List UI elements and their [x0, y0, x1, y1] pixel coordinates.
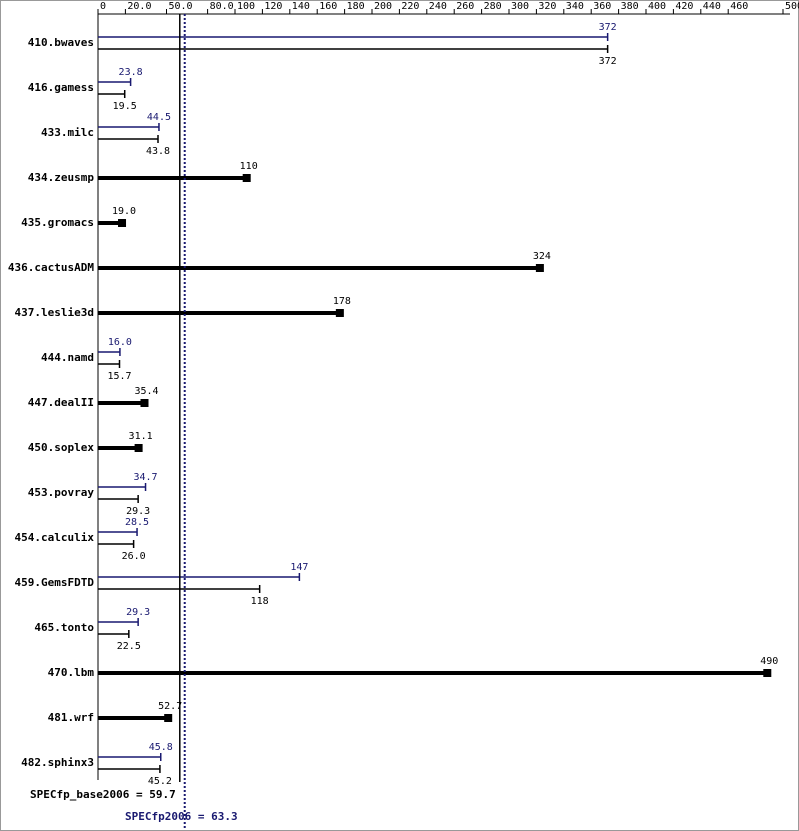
value-label: 372 [599, 22, 617, 33]
x-tick-label: 20.0 [127, 1, 151, 12]
x-tick-label: 0 [100, 1, 106, 12]
value-label: 22.5 [117, 641, 141, 652]
benchmark-name: 454.calculix [15, 531, 95, 544]
x-tick-label: 400 [648, 1, 666, 12]
value-label: 29.3 [126, 506, 150, 517]
value-label: 45.8 [149, 742, 173, 753]
x-tick-label: 50.0 [169, 1, 193, 12]
bar [98, 174, 251, 182]
bar [98, 444, 143, 452]
x-tick-label: 240 [429, 1, 447, 12]
benchmark-name: 410.bwaves [28, 36, 94, 49]
value-label: 31.1 [129, 431, 153, 442]
value-label: 23.8 [119, 67, 143, 78]
x-tick-label: 160 [319, 1, 337, 12]
value-label: 372 [599, 56, 617, 67]
benchmark-name: 435.gromacs [21, 216, 94, 229]
value-label: 35.4 [134, 386, 158, 397]
benchmark-name: 470.lbm [48, 666, 95, 679]
benchmark-name: 465.tonto [34, 621, 94, 634]
bar [98, 348, 121, 356]
benchmark-name: 450.soplex [28, 441, 95, 454]
x-tick-label: 320 [538, 1, 556, 12]
reference-label: SPECfp2006 = 63.3 [125, 810, 238, 823]
benchmark-name: 459.GemsFDTD [15, 576, 95, 589]
value-label: 26.0 [122, 551, 146, 562]
bar [98, 135, 159, 143]
x-tick-label: 280 [484, 1, 502, 12]
x-tick-label: 440 [703, 1, 721, 12]
value-label: 34.7 [133, 472, 157, 483]
benchmark-name: 416.gamess [28, 81, 94, 94]
value-label: 15.7 [107, 371, 131, 382]
value-label: 118 [251, 596, 269, 607]
value-label: 324 [533, 251, 551, 262]
x-tick-label: 80.0 [210, 1, 234, 12]
x-tick-label: 500 [785, 1, 799, 12]
benchmark-name: 436.cactusADM [8, 261, 94, 274]
benchmark-name: 434.zeusmp [28, 171, 95, 184]
x-tick-label: 420 [675, 1, 693, 12]
value-label: 178 [333, 296, 351, 307]
bar [98, 714, 173, 722]
bar [98, 585, 261, 593]
value-label: 490 [760, 656, 778, 667]
value-label: 44.5 [147, 112, 171, 123]
bar [98, 573, 301, 581]
bar [98, 753, 162, 761]
value-label: 19.5 [113, 101, 137, 112]
x-tick-label: 380 [621, 1, 639, 12]
bar [98, 528, 138, 536]
x-tick-label: 340 [566, 1, 584, 12]
value-label: 110 [240, 161, 258, 172]
x-tick-label: 200 [374, 1, 392, 12]
bar [98, 78, 132, 86]
value-label: 16.0 [108, 337, 132, 348]
bar [98, 90, 126, 98]
bar [98, 399, 149, 407]
x-tick-label: 220 [401, 1, 419, 12]
bar [98, 45, 609, 53]
bar [98, 264, 544, 272]
value-label: 29.3 [126, 607, 150, 618]
reference-label: SPECfp_base2006 = 59.7 [30, 788, 176, 801]
value-label: 28.5 [125, 517, 149, 528]
benchmark-name: 433.milc [41, 126, 94, 139]
benchmark-name: 437.leslie3d [15, 306, 94, 319]
x-tick-label: 120 [264, 1, 282, 12]
x-tick-label: 460 [730, 1, 748, 12]
bar [98, 33, 609, 41]
bar [98, 765, 161, 773]
bar [98, 309, 344, 317]
x-tick-label: 100 [237, 1, 255, 12]
bar [98, 483, 147, 491]
value-label: 147 [290, 562, 308, 573]
benchmark-name: 453.povray [28, 486, 95, 499]
x-tick-label: 140 [292, 1, 310, 12]
bar [98, 618, 139, 626]
x-tick-label: 360 [593, 1, 611, 12]
value-label: 43.8 [146, 146, 170, 157]
benchmark-name: 481.wrf [48, 711, 94, 724]
bar [98, 630, 130, 638]
bar [98, 219, 127, 227]
value-label: 52.7 [158, 701, 182, 712]
benchmark-name: 444.namd [41, 351, 94, 364]
value-label: 45.2 [148, 776, 172, 787]
bar [98, 669, 772, 677]
bar [98, 360, 121, 368]
x-tick-label: 180 [347, 1, 365, 12]
bar [98, 123, 160, 131]
x-tick-label: 260 [456, 1, 474, 12]
value-label: 19.0 [112, 206, 136, 217]
benchmark-name: 447.dealII [28, 396, 94, 409]
bar [98, 495, 139, 503]
benchmark-name: 482.sphinx3 [21, 756, 94, 769]
bar [98, 540, 135, 548]
x-tick-label: 300 [511, 1, 529, 12]
